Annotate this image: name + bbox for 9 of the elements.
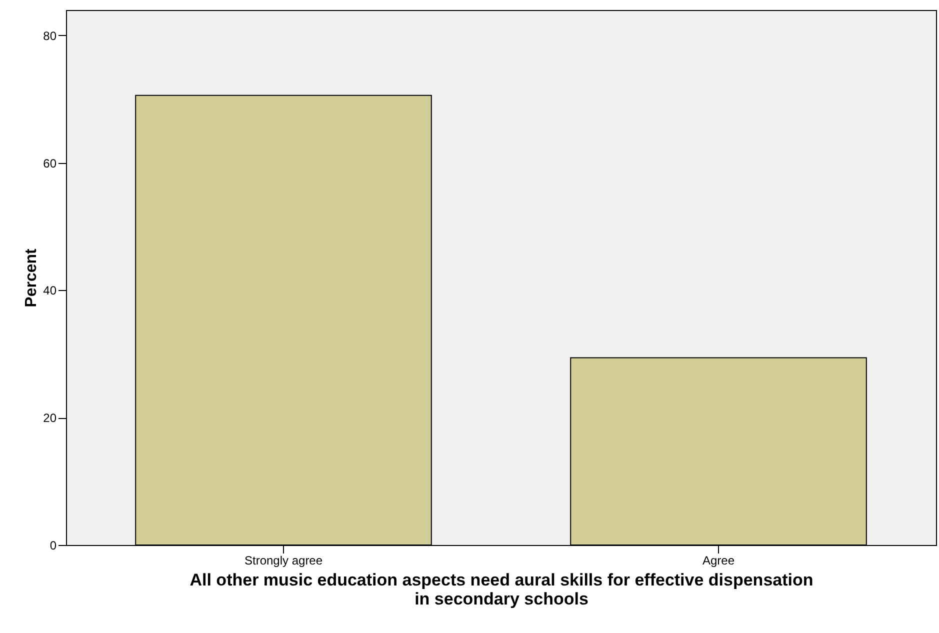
y-axis-title: Percent	[23, 248, 40, 308]
x-axis-title: All other music education aspects need aural skills for effective dispensation in secondary schools	[190, 570, 814, 608]
y-tick-label: 0	[50, 538, 57, 552]
y-tick-label: 40	[43, 284, 57, 298]
x-tick-label: Strongly agree	[244, 554, 323, 568]
y-tick-label: 60	[43, 156, 57, 170]
y-tick-label: 20	[43, 411, 57, 426]
x-tick-label: Agree	[702, 554, 735, 568]
y-tick-label: 80	[43, 28, 57, 43]
